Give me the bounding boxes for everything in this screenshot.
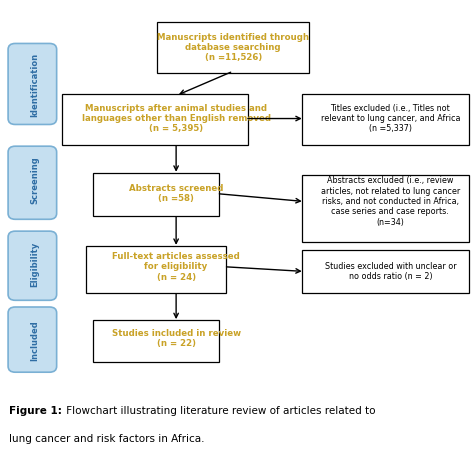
FancyBboxPatch shape [8,307,57,372]
Text: Studies included in review
(n = 22): Studies included in review (n = 22) [111,329,241,348]
FancyBboxPatch shape [93,320,219,361]
Text: Abstracts excluded (i.e., review
articles, not related to lung cancer
risks, and: Abstracts excluded (i.e., review article… [321,176,460,227]
Text: Manuscripts identified through
database searching
(n =11,526): Manuscripts identified through database … [157,32,309,62]
Text: lung cancer and risk factors in Africa.: lung cancer and risk factors in Africa. [9,434,204,444]
FancyBboxPatch shape [157,22,309,73]
Text: Abstracts screened
(n =58): Abstracts screened (n =58) [129,184,223,203]
Text: Flowchart illustrating literature review of articles related to: Flowchart illustrating literature review… [63,406,376,416]
Text: Identification: Identification [30,53,39,117]
Text: Studies excluded with unclear or
no odds ratio (n = 2): Studies excluded with unclear or no odds… [325,262,456,281]
FancyBboxPatch shape [302,94,469,145]
Text: Figure 1:: Figure 1: [9,406,61,416]
FancyBboxPatch shape [86,246,226,293]
Text: Manuscripts after animal studies and
languages other than English removed
(n = 5: Manuscripts after animal studies and lan… [81,104,271,133]
Text: Screening: Screening [30,156,39,204]
Text: Eligibility: Eligibility [30,242,39,287]
FancyBboxPatch shape [302,250,469,293]
FancyBboxPatch shape [93,173,219,216]
FancyBboxPatch shape [302,175,469,242]
FancyBboxPatch shape [8,146,57,219]
FancyBboxPatch shape [8,44,57,124]
FancyBboxPatch shape [8,231,57,300]
Text: Full-text articles assessed
for eligibility
(n = 24): Full-text articles assessed for eligibil… [112,252,240,282]
FancyBboxPatch shape [62,94,248,145]
Text: Titles excluded (i.e., Titles not
relevant to lung cancer, and Africa
(n =5,337): Titles excluded (i.e., Titles not releva… [320,104,460,133]
Text: Included: Included [30,320,39,361]
